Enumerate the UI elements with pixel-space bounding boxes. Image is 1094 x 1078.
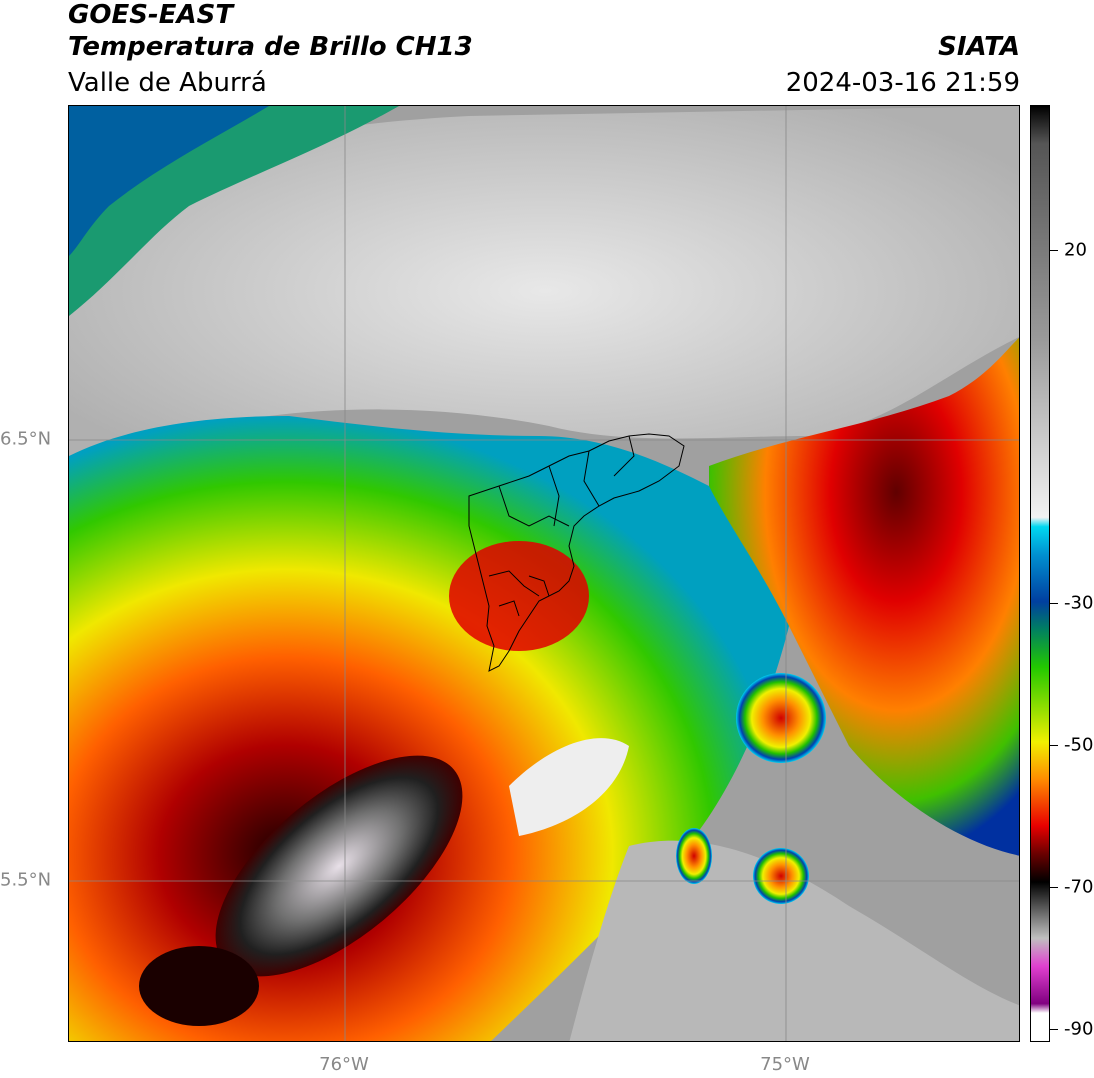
colorbar-label-minus90: -90 xyxy=(1064,1018,1094,1040)
storm-cell-southeast xyxy=(753,848,809,904)
clear-gap-center xyxy=(509,738,629,836)
colorbar-tick-mark xyxy=(1050,250,1058,251)
datetime-label: 2024-03-16 21:59 xyxy=(785,68,1020,98)
cirrus-region-north xyxy=(69,106,1019,476)
colorbar-tick-mark xyxy=(1050,1029,1058,1030)
map-canvas xyxy=(69,106,1019,1041)
colorbar-label-minus30: -30 xyxy=(1064,592,1094,614)
overshooting-top xyxy=(215,755,463,977)
storm-cell-small xyxy=(676,828,712,884)
title-satellite: GOES-EAST xyxy=(68,0,234,30)
lon-tick-76w: 76°W xyxy=(319,1054,369,1075)
convective-complex-east xyxy=(709,337,1019,856)
colorbar-tick-mark xyxy=(1050,745,1058,746)
colorbar-label-minus70: -70 xyxy=(1064,876,1094,898)
colorbar-tick-mark xyxy=(1050,887,1058,888)
lat-tick-5-5n: 5.5°N xyxy=(0,869,52,891)
lat-tick-6-5n: 6.5°N xyxy=(0,428,52,450)
storm-cell-east xyxy=(736,673,826,763)
colorbar-label-20: 20 xyxy=(1064,239,1087,261)
colorbar-tick-mark xyxy=(1050,603,1058,604)
municipal-boundaries xyxy=(468,433,685,672)
subtitle-region: Valle de Aburrá xyxy=(68,68,267,98)
satellite-map xyxy=(68,105,1020,1042)
storm-cell-central xyxy=(449,541,589,651)
colorbar-label-minus50: -50 xyxy=(1064,734,1094,756)
organization-label: SIATA xyxy=(938,32,1020,62)
clear-area-southeast xyxy=(569,840,1019,1041)
lon-tick-75w: 75°W xyxy=(760,1054,810,1075)
cloud-band-northwest-core xyxy=(69,106,269,256)
title-product: Temperatura de Brillo CH13 xyxy=(68,32,473,62)
cold-core-south xyxy=(139,946,259,1026)
temperature-colorbar xyxy=(1030,105,1050,1042)
